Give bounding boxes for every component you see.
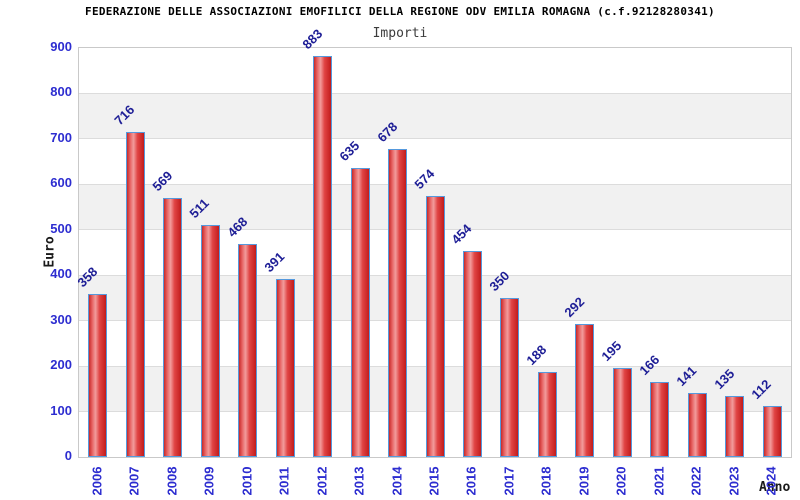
y-axis-tick-label: 0	[64, 448, 72, 463]
bar-value-label: 574	[411, 166, 438, 193]
x-axis-tick-label: 2011	[276, 466, 292, 496]
x-axis-title: Anno	[759, 480, 791, 495]
bar-value-label: 358	[74, 264, 101, 291]
x-axis-tick-label: 2023	[726, 466, 742, 496]
bar-value-label: 468	[224, 214, 250, 241]
bar-value-label: 141	[673, 362, 700, 389]
bar-value-label: 678	[373, 118, 400, 145]
x-axis-tick-label: 2013	[351, 466, 367, 496]
y-axis-tick-label: 200	[50, 357, 72, 373]
bar-value-label: 188	[523, 341, 550, 368]
bar	[313, 55, 333, 457]
bar-value-label: 569	[149, 168, 176, 195]
bar-value-label: 135	[711, 365, 738, 392]
plot-area: 358 716 569 511 468 391 883 635 678 574 454 350 188 2…	[74, 26, 792, 458]
x-axis-tick-label: 2006	[89, 466, 105, 496]
gridline	[79, 92, 791, 94]
x-axis-tick-label: 2012	[314, 466, 330, 496]
bar	[575, 324, 595, 457]
x-axis-tick-label: 2016	[463, 466, 479, 496]
y-axis-tick-label: 300	[50, 311, 72, 327]
bar	[125, 131, 145, 457]
bar-value-label: 635	[336, 138, 363, 165]
y-axis-title: Euro	[42, 236, 58, 268]
gridline	[79, 183, 791, 185]
bar	[238, 244, 258, 457]
x-axis-tick-label: 2014	[389, 466, 405, 496]
y-axis-tick-label: 900	[50, 39, 72, 54]
y-axis-tick-label: 600	[50, 175, 72, 191]
chart-subtitle: Importi	[372, 26, 428, 41]
x-axis-tick-label: 2010	[239, 466, 255, 496]
bar-value-label: 716	[111, 101, 138, 128]
bar	[462, 250, 482, 457]
bar	[500, 297, 520, 457]
bar	[537, 371, 557, 457]
x-axis-tick-label: 2017	[501, 466, 517, 496]
bar-value-label: 350	[486, 267, 513, 294]
y-axis-tick-label: 500	[50, 220, 72, 236]
x-axis-tick-label: 2015	[426, 466, 442, 496]
y-axis-tick-label: 400	[50, 266, 72, 282]
bar	[687, 392, 707, 457]
x-axis-tick-label: 2018	[538, 466, 554, 496]
bar-value-label: 511	[186, 195, 212, 221]
x-axis-tick-label: 2008	[164, 466, 180, 496]
x-axis-tick-label: 2024	[763, 466, 779, 496]
chart-title: FEDERAZIONE DELLE ASSOCIAZIONI EMOFILICI…	[85, 5, 715, 18]
bar-value-label: 166	[636, 351, 663, 378]
bar	[612, 368, 632, 457]
x-axis-tick-label: 2022	[688, 466, 704, 496]
bar	[650, 381, 670, 457]
bar-value-label: 112	[748, 376, 775, 403]
bar	[88, 294, 108, 457]
y-axis-tick-label: 800	[50, 84, 72, 100]
bar	[350, 168, 370, 457]
y-axis-tick-label: 700	[50, 129, 72, 145]
bar-value-label: 454	[448, 220, 475, 247]
y-axis-tick-label: 100	[50, 402, 72, 418]
x-axis-tick-label: 2020	[613, 466, 629, 496]
bar	[425, 196, 445, 457]
bar	[725, 395, 745, 457]
x-axis-tick-label: 2009	[201, 466, 217, 496]
bar-value-label: 391	[261, 249, 288, 276]
bar	[163, 198, 183, 457]
bar	[200, 224, 220, 457]
x-axis-tick-label: 2021	[651, 466, 667, 496]
bar	[388, 148, 408, 457]
bar	[762, 406, 782, 457]
gridline	[79, 138, 791, 140]
bar-value-label: 292	[561, 294, 588, 321]
x-axis-tick-label: 2007	[126, 466, 142, 496]
bar-value-label: 195	[598, 338, 625, 365]
x-axis-tick-label: 2019	[576, 466, 592, 496]
bar	[275, 279, 295, 457]
